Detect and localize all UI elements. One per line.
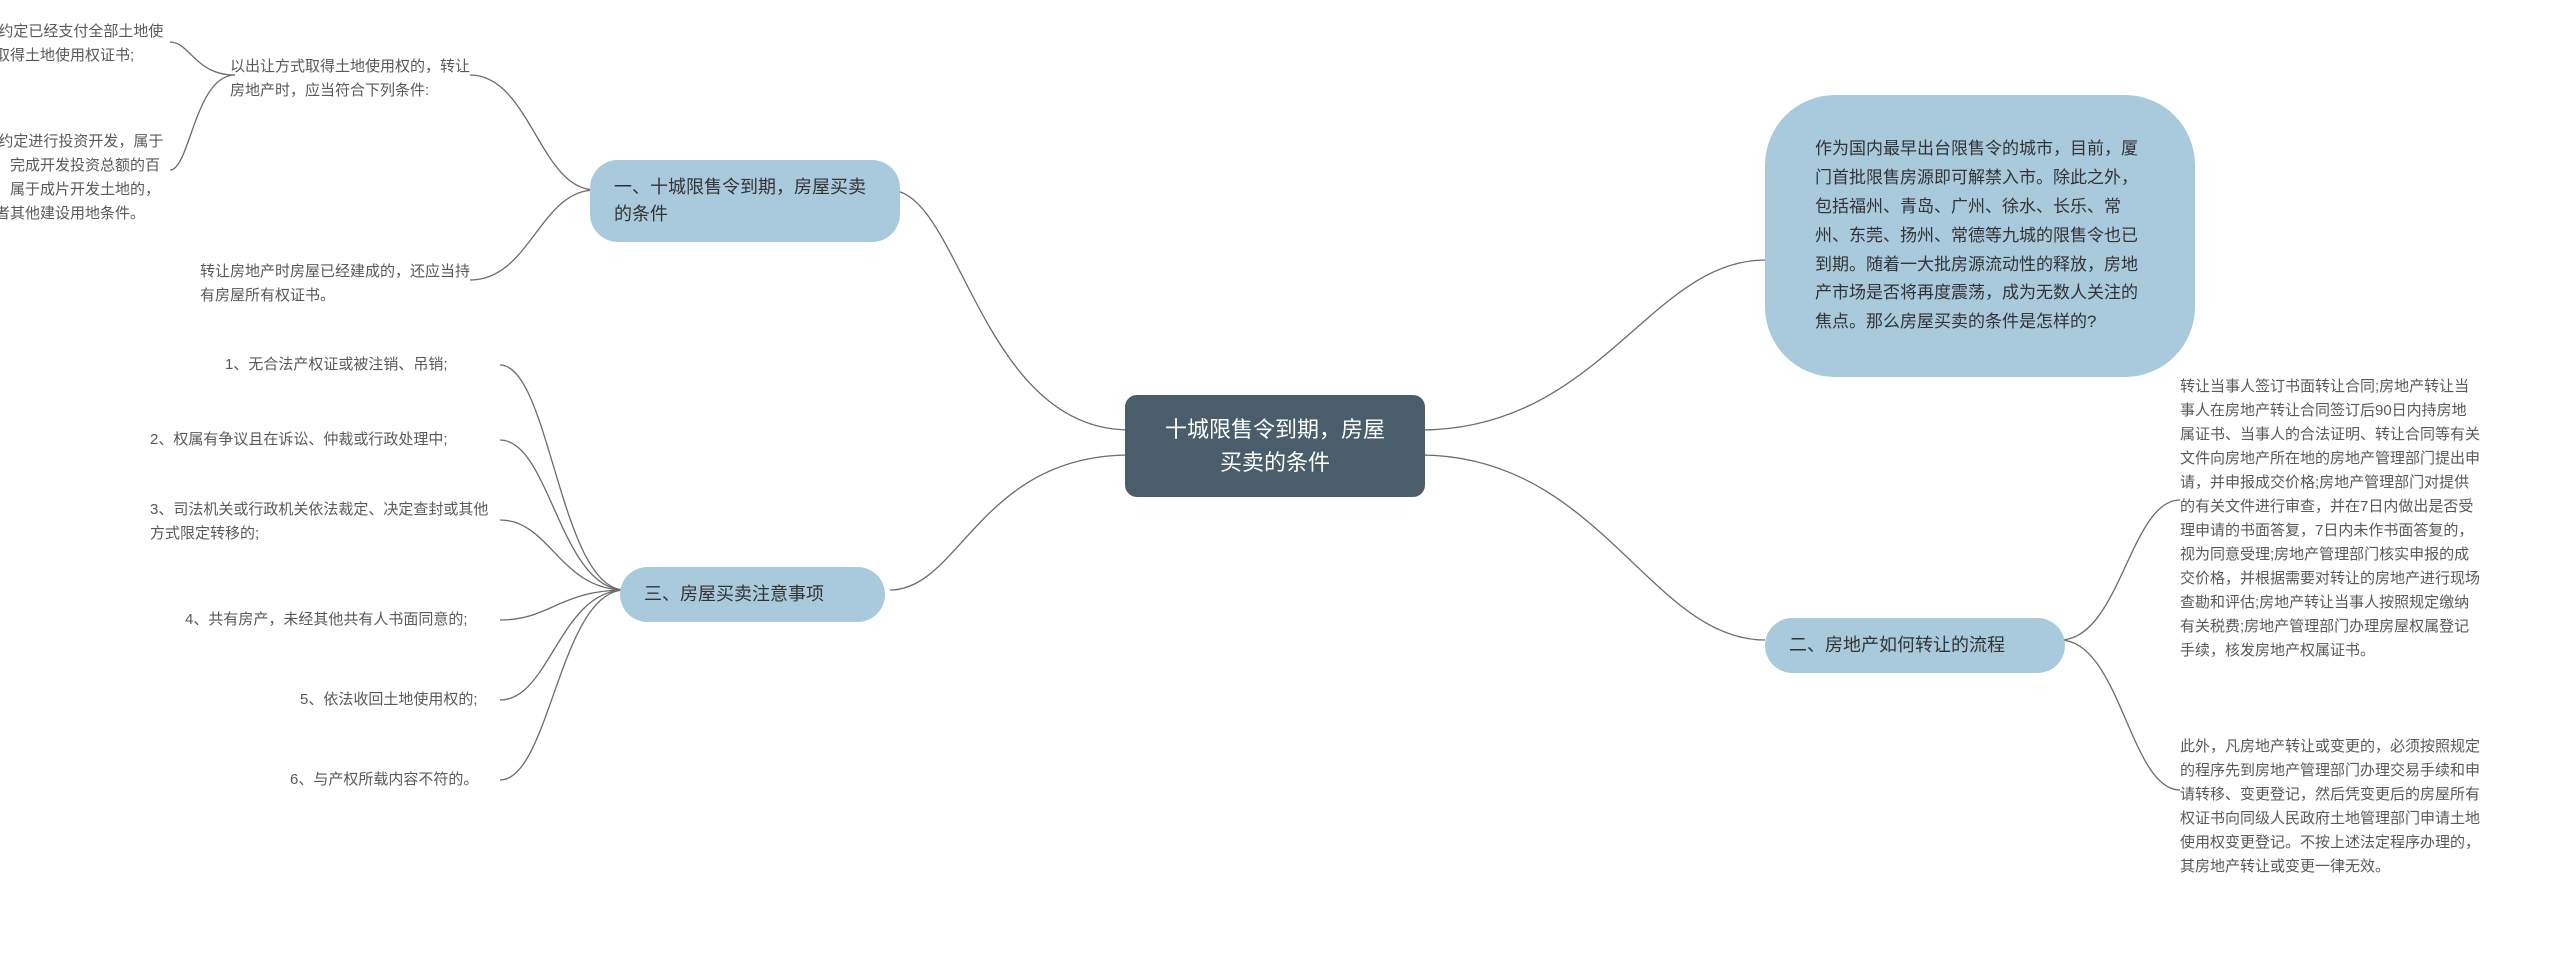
- root-node[interactable]: 十城限售令到期，房屋买卖的条件: [1125, 395, 1425, 497]
- branch-conditions[interactable]: 一、十城限售令到期，房屋买卖的条件: [590, 160, 900, 242]
- branch2-item-1: 转让当事人签订书面转让合同;房地产转让当事人在房地产转让合同签订后90日内持房地…: [2180, 375, 2480, 663]
- branch3-item-2: 2、权属有争议且在诉讼、仲裁或行政处理中;: [150, 428, 495, 452]
- branch3-item-1: 1、无合法产权证或被注销、吊销;: [225, 353, 495, 377]
- branch1-item-2: (2)按照出让合同约定进行投资开发，属于房屋建设工程的，完成开发投资总额的百分之…: [0, 130, 170, 226]
- branch1-item-3: 转让房地产时房屋已经建成的，还应当持有房屋所有权证书。: [200, 260, 470, 308]
- branch-process[interactable]: 二、房地产如何转让的流程: [1765, 618, 2065, 673]
- branch-notes[interactable]: 三、房屋买卖注意事项: [620, 567, 885, 622]
- branch1-subtitle: 以出让方式取得土地使用权的，转让房地产时，应当符合下列条件:: [230, 55, 475, 103]
- branch3-item-4: 4、共有房产，未经其他共有人书面同意的;: [185, 608, 495, 632]
- intro-bubble: 作为国内最早出台限售令的城市，目前，厦门首批限售房源即可解禁入市。除此之外，包括…: [1765, 95, 2195, 377]
- branch3-item-3: 3、司法机关或行政机关依法裁定、决定查封或其他方式限定转移的;: [150, 498, 495, 546]
- branch3-item-6: 6、与产权所载内容不符的。: [290, 768, 500, 792]
- branch3-item-5: 5、依法收回土地使用权的;: [300, 688, 500, 712]
- branch2-item-2: 此外，凡房地产转让或变更的，必须按照规定的程序先到房地产管理部门办理交易手续和申…: [2180, 735, 2480, 879]
- branch1-item-1: (1)按照出让合同约定已经支付全部土地使用权出让金，并取得土地使用权证书;: [0, 20, 170, 68]
